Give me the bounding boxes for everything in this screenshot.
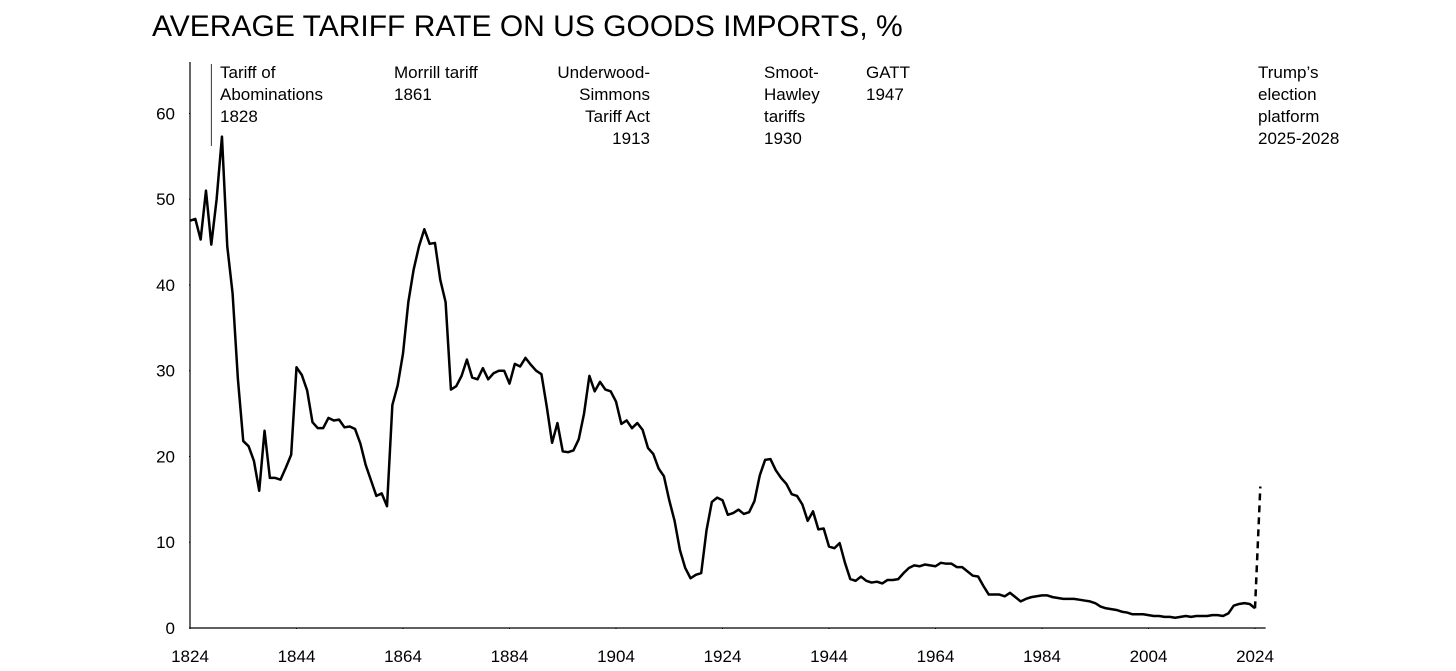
- annotation-text: 1913: [612, 129, 650, 148]
- x-tick-label: 1824: [171, 647, 209, 666]
- y-tick-label: 30: [156, 362, 175, 381]
- x-tick-label: 1864: [384, 647, 422, 666]
- annotation-text: Tariff of: [220, 63, 276, 82]
- annotation-text: 1947: [866, 85, 904, 104]
- annotation-text: Hawley: [764, 85, 820, 104]
- projection-line: [1253, 486, 1262, 609]
- annotation-text: election: [1258, 85, 1317, 104]
- y-tick-label: 10: [156, 533, 175, 552]
- x-tick-label: 1904: [597, 647, 635, 666]
- x-tick-label: 2024: [1236, 647, 1274, 666]
- x-tick-label: 2004: [1130, 647, 1168, 666]
- y-tick-label: 20: [156, 447, 175, 466]
- annotation-text: Simmons: [579, 85, 650, 104]
- annotation-text: Abominations: [220, 85, 323, 104]
- annotation-text: GATT: [866, 63, 910, 82]
- annotation-text: 2025-2028: [1258, 129, 1339, 148]
- x-tick-label: 1944: [810, 647, 848, 666]
- data-line: [189, 135, 1256, 619]
- y-tick-label: 60: [156, 104, 175, 123]
- y-tick-label: 0: [166, 619, 175, 638]
- x-tick-label: 1924: [704, 647, 742, 666]
- annotation-text: 1861: [394, 85, 432, 104]
- annotation-text: Morrill tariff: [394, 63, 478, 82]
- annotation-text: tariffs: [764, 107, 805, 126]
- annotation-text: Underwood-: [557, 63, 650, 82]
- annotation-text: Trump’s: [1258, 63, 1318, 82]
- y-tick-label: 50: [156, 190, 175, 209]
- y-tick-label: 40: [156, 276, 175, 295]
- x-tick-label: 1844: [278, 647, 316, 666]
- annotation-text: 1930: [764, 129, 802, 148]
- x-tick-label: 1884: [491, 647, 529, 666]
- annotation-text: Smoot-: [764, 63, 819, 82]
- x-tick-label: 1964: [917, 647, 955, 666]
- annotation-text: platform: [1258, 107, 1319, 126]
- annotation-text: 1828: [220, 107, 258, 126]
- x-tick-label: 1984: [1023, 647, 1061, 666]
- annotation-text: Tariff Act: [585, 107, 650, 126]
- chart-title: AVERAGE TARIFF RATE ON US GOODS IMPORTS,…: [152, 10, 903, 43]
